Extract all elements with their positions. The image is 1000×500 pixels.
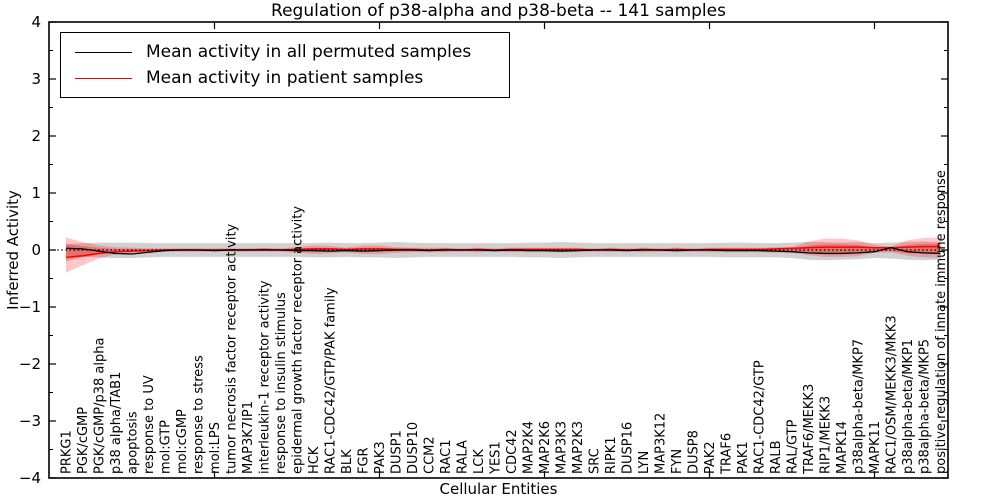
y-tick-label: 3 bbox=[31, 70, 41, 88]
x-category-label: LCK bbox=[472, 449, 487, 474]
y-tick-label: 1 bbox=[31, 184, 41, 202]
y-tick-label: 2 bbox=[31, 127, 41, 145]
x-category-label: MAPK11 bbox=[868, 421, 883, 474]
x-category-label: MAP3K12 bbox=[654, 413, 669, 474]
legend-label: Mean activity in all permuted samples bbox=[146, 41, 472, 62]
x-category-label: interleukin-1 receptor activity bbox=[258, 280, 273, 474]
y-tick-label: 4 bbox=[31, 13, 41, 31]
band-patient-samples-range-outer- bbox=[66, 237, 941, 273]
legend: Mean activity in all permuted samples Me… bbox=[60, 32, 510, 98]
x-category-label: TRAF6 bbox=[720, 433, 735, 475]
x-category-label: RIP1/MEKK3 bbox=[819, 396, 834, 474]
x-category-label: DUSP10 bbox=[406, 422, 421, 474]
permuted-mean-line bbox=[65, 247, 941, 255]
x-category-label: MAP2K6 bbox=[538, 421, 553, 474]
x-category-label: apoptosis bbox=[126, 411, 141, 474]
x-category-label: FGR bbox=[357, 447, 372, 474]
x-category-label: RAC1/OSM/MEKK3/MKK3 bbox=[885, 315, 900, 474]
x-category-label: p38alpha-beta/MKP7 bbox=[852, 339, 867, 474]
legend-item-patient: Mean activity in patient samples bbox=[61, 65, 509, 91]
x-category-label: MAP3K3 bbox=[555, 421, 570, 474]
x-category-label: MAP3K7IP1 bbox=[241, 401, 256, 474]
x-category-label: FYN bbox=[670, 449, 685, 474]
x-category-label: HCK bbox=[307, 446, 322, 474]
x-category-label: p38alpha-beta/MKP5 bbox=[918, 339, 933, 474]
x-category-label: p38 alpha/TAB1 bbox=[109, 372, 124, 474]
x-category-label: mol:cGMP bbox=[175, 409, 190, 474]
band-patient-samples-range-inner- bbox=[66, 243, 941, 261]
x-category-label: PAK2 bbox=[703, 441, 718, 474]
y-tick-label: −4 bbox=[19, 469, 41, 487]
x-category-label: DUSP1 bbox=[390, 430, 405, 474]
x-category-label: response to UV bbox=[142, 375, 157, 474]
chart-title: Regulation of p38-alpha and p38-beta -- … bbox=[271, 1, 726, 21]
y-axis-title: Inferred Activity bbox=[4, 190, 22, 310]
x-category-label: tumor necrosis factor receptor activity bbox=[225, 223, 240, 474]
x-category-label: p38alpha-beta/MKP1 bbox=[901, 339, 916, 474]
x-axis-title: Cellular Entities bbox=[439, 480, 558, 498]
x-category-label: PAK1 bbox=[736, 441, 751, 474]
x-category-label: PAK3 bbox=[373, 441, 388, 474]
x-category-label: positive regulation of innate immune res… bbox=[934, 170, 949, 474]
y-tick-label: −2 bbox=[19, 355, 41, 373]
x-category-label: RAC1-CDC42/GTP/PAK family bbox=[324, 287, 339, 474]
legend-line-patient-samples bbox=[75, 77, 132, 79]
x-category-label: RIPK1 bbox=[604, 436, 619, 474]
x-category-label: RALA bbox=[456, 440, 471, 474]
x-category-label: mol:GTP bbox=[159, 420, 174, 474]
x-category-label: MAPK14 bbox=[835, 421, 850, 474]
x-category-label: RAC1-CDC42/GTP bbox=[753, 360, 768, 474]
x-category-label: BLK bbox=[340, 449, 355, 474]
y-tick-label: −1 bbox=[19, 298, 41, 316]
x-category-label: mol:LPS bbox=[208, 422, 223, 474]
x-category-label: CDC42 bbox=[505, 429, 520, 474]
x-category-label: LYN bbox=[637, 451, 652, 474]
x-category-label: SRC bbox=[588, 448, 603, 474]
x-category-label: YES1 bbox=[489, 441, 504, 475]
y-tick-label: 0 bbox=[31, 241, 41, 259]
x-category-label: MAP2K3 bbox=[571, 421, 586, 474]
x-category-label: DUSP16 bbox=[621, 422, 636, 474]
x-category-label: PGK/cGMP/p38 alpha bbox=[93, 338, 108, 474]
legend-label: Mean activity in patient samples bbox=[146, 67, 424, 88]
x-category-label: CCM2 bbox=[423, 436, 438, 474]
x-category-label: DUSP8 bbox=[687, 430, 702, 474]
x-category-label: epidermal growth factor receptor activit… bbox=[291, 206, 306, 474]
x-category-label: response to stress bbox=[192, 355, 207, 474]
x-category-label: RAC1 bbox=[439, 439, 454, 474]
x-category-label: TRAF6/MEKK3 bbox=[802, 384, 817, 475]
x-category-label: RAL/GTP bbox=[786, 419, 801, 474]
x-category-label: RALB bbox=[769, 440, 784, 474]
x-category-label: PGK/cGMP bbox=[76, 407, 91, 474]
legend-item-permuted: Mean activity in all permuted samples bbox=[61, 39, 509, 65]
x-category-label: MAP2K4 bbox=[522, 421, 537, 474]
x-category-label: PRKG1 bbox=[60, 430, 75, 474]
y-tick-label: −3 bbox=[19, 412, 41, 430]
x-category-label: response to insulin stimulus bbox=[274, 292, 289, 474]
legend-line-permuted-samples bbox=[75, 51, 132, 53]
